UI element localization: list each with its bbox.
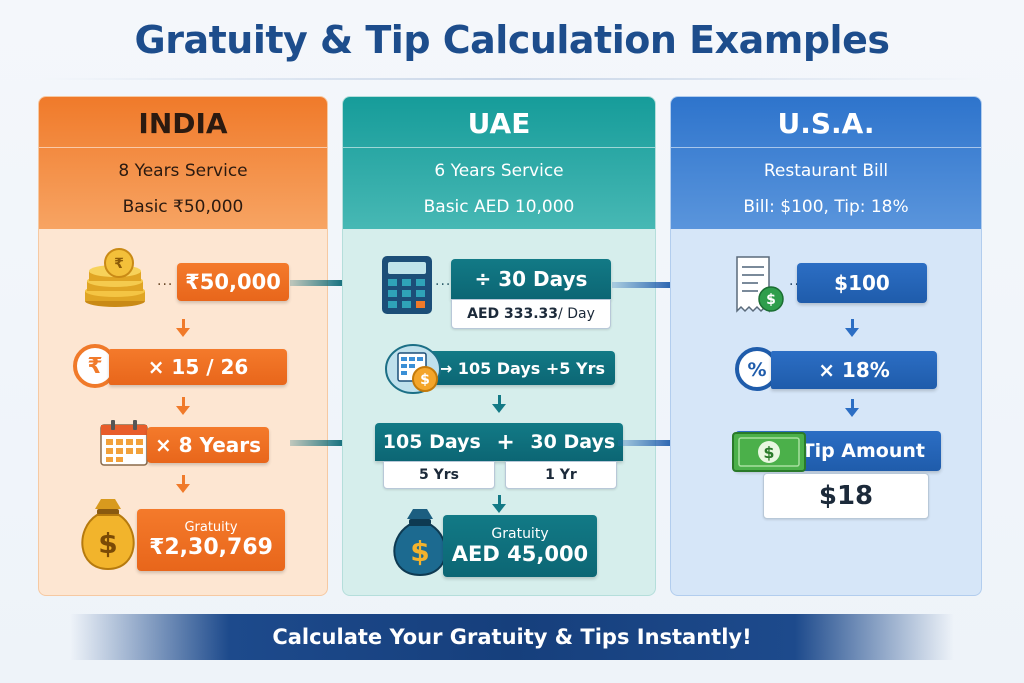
title-divider xyxy=(40,78,984,80)
calendar-icon xyxy=(100,420,148,466)
uae-daily-rate-unit: / Day xyxy=(558,306,595,322)
india-arrow-3 xyxy=(182,475,185,485)
uae-arrow-2-head xyxy=(492,504,506,513)
uae-header-rule xyxy=(343,147,655,148)
india-basic: Basic ₹50,000 xyxy=(122,197,244,217)
india-years: × 8 Years xyxy=(147,427,269,463)
footer-banner: Calculate Your Gratuity & Tips Instantly… xyxy=(70,614,954,660)
uae-years-left: 5 Yrs xyxy=(383,461,495,489)
usa-header: U.S.A. Restaurant Bill Bill: $100, Tip: … xyxy=(671,97,981,229)
india-column: INDIA 8 Years Service Basic ₹50,000 ₹ ··… xyxy=(38,96,328,596)
svg-text:₹: ₹ xyxy=(114,256,124,272)
uae-result: Gratuity AED 45,000 xyxy=(443,515,597,577)
uae-basic: Basic AED 10,000 xyxy=(423,197,575,217)
usa-column: U.S.A. Restaurant Bill Bill: $100, Tip: … xyxy=(670,96,982,596)
spreadsheet-coin-icon: $ xyxy=(385,344,441,394)
india-arrow-2-head xyxy=(176,406,190,415)
uae-arrow-1 xyxy=(498,395,501,405)
uae-arrow-1-head xyxy=(492,404,506,413)
uae-column: UAE 6 Years Service Basic AED 10,000 ···… xyxy=(342,96,656,596)
india-arrow-1 xyxy=(182,319,185,329)
usa-name: U.S.A. xyxy=(777,107,875,140)
uae-to-usa-arrow-1 xyxy=(612,276,688,294)
uae-connector-dots: ··· xyxy=(435,277,452,293)
india-header: INDIA 8 Years Service Basic ₹50,000 xyxy=(39,97,327,229)
usa-header-rule xyxy=(671,147,981,148)
svg-text:$: $ xyxy=(766,292,776,308)
usa-arrow-2 xyxy=(851,399,854,409)
calculator-icon xyxy=(382,256,432,314)
india-to-uae-arrow-1 xyxy=(290,274,358,292)
page-title: Gratuity & Tip Calculation Examples xyxy=(134,18,890,62)
uae-header: UAE 6 Years Service Basic AED 10,000 xyxy=(343,97,655,229)
svg-text:$: $ xyxy=(410,535,429,568)
uae-daily-rate-value: AED 333.33 xyxy=(467,306,559,322)
svg-text:$: $ xyxy=(763,443,774,462)
india-header-rule xyxy=(39,147,327,148)
india-name: INDIA xyxy=(138,107,228,140)
usa-restaurant-bill: Restaurant Bill xyxy=(763,161,889,181)
uae-days-sum: 105 Days + 30 Days xyxy=(375,423,623,461)
svg-text:$: $ xyxy=(420,372,430,388)
uae-to-usa-arrow-2 xyxy=(618,434,688,452)
india-multiplier: × 15 / 26 xyxy=(109,349,287,385)
uae-result-value: AED 45,000 xyxy=(451,542,589,566)
usa-arrow-2-head xyxy=(845,408,859,417)
svg-text:$: $ xyxy=(98,527,117,560)
india-service: 8 Years Service xyxy=(118,161,248,181)
receipt-icon: $ xyxy=(736,256,784,313)
money-bag-icon: $ xyxy=(81,499,135,571)
uae-days-sum-left: 105 Days xyxy=(382,431,481,453)
india-arrow-1-head xyxy=(176,328,190,337)
uae-name: UAE xyxy=(467,107,531,140)
usa-tip-percent: × 18% xyxy=(771,351,937,389)
india-connector-dots: ··· xyxy=(157,277,174,293)
usa-arrow-1-head xyxy=(845,328,859,337)
india-arrow-3-head xyxy=(176,484,190,493)
svg-text:₹: ₹ xyxy=(87,354,102,379)
india-to-uae-arrow-2 xyxy=(290,434,358,452)
usa-bill-amount: $100 xyxy=(797,263,927,303)
uae-days-years: → 105 Days +5 Yrs xyxy=(423,351,615,385)
india-arrow-2 xyxy=(182,397,185,407)
india-basic-amount: ₹50,000 xyxy=(177,263,289,301)
india-result: Gratuity ₹2,30,769 xyxy=(137,509,285,571)
dollar-bill-icon: $ xyxy=(732,432,806,472)
svg-text:%: % xyxy=(747,359,766,381)
india-result-label: Gratuity xyxy=(184,520,238,535)
uae-result-label: Gratuity xyxy=(491,526,549,542)
coin-stack-icon: ₹ xyxy=(85,248,145,307)
india-result-value: ₹2,30,769 xyxy=(149,535,273,560)
uae-days-sum-right: 30 Days xyxy=(530,431,616,453)
uae-years-right: 1 Yr xyxy=(505,461,617,489)
usa-arrow-1 xyxy=(851,319,854,329)
money-bag-icon: $ xyxy=(393,509,447,577)
usa-bill-tip: Bill: $100, Tip: 18% xyxy=(743,197,909,217)
usa-tip-result: $18 xyxy=(763,473,929,519)
uae-divide-days: ÷ 30 Days xyxy=(451,259,611,299)
uae-arrow-2 xyxy=(498,495,501,505)
uae-days-sum-plus: + xyxy=(496,429,515,455)
uae-service: 6 Years Service xyxy=(434,161,564,181)
uae-daily-rate: AED 333.33 / Day xyxy=(451,299,611,329)
